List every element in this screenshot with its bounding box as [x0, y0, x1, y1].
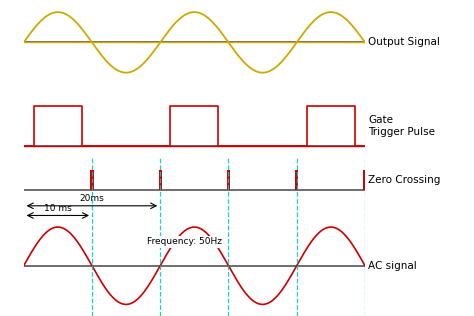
Text: 10 ms: 10 ms — [44, 204, 72, 213]
Text: 20ms: 20ms — [80, 194, 104, 203]
Text: AC signal: AC signal — [368, 261, 417, 271]
Text: Zero Crossing: Zero Crossing — [368, 175, 441, 185]
Bar — [227, 170, 230, 190]
Bar — [158, 170, 162, 190]
Bar — [363, 170, 367, 190]
Text: Output Signal: Output Signal — [368, 37, 440, 47]
Bar — [295, 170, 299, 190]
Text: Frequency: 50Hz: Frequency: 50Hz — [146, 237, 221, 246]
Text: Gate
Trigger Pulse: Gate Trigger Pulse — [368, 115, 436, 137]
Bar — [90, 170, 94, 190]
